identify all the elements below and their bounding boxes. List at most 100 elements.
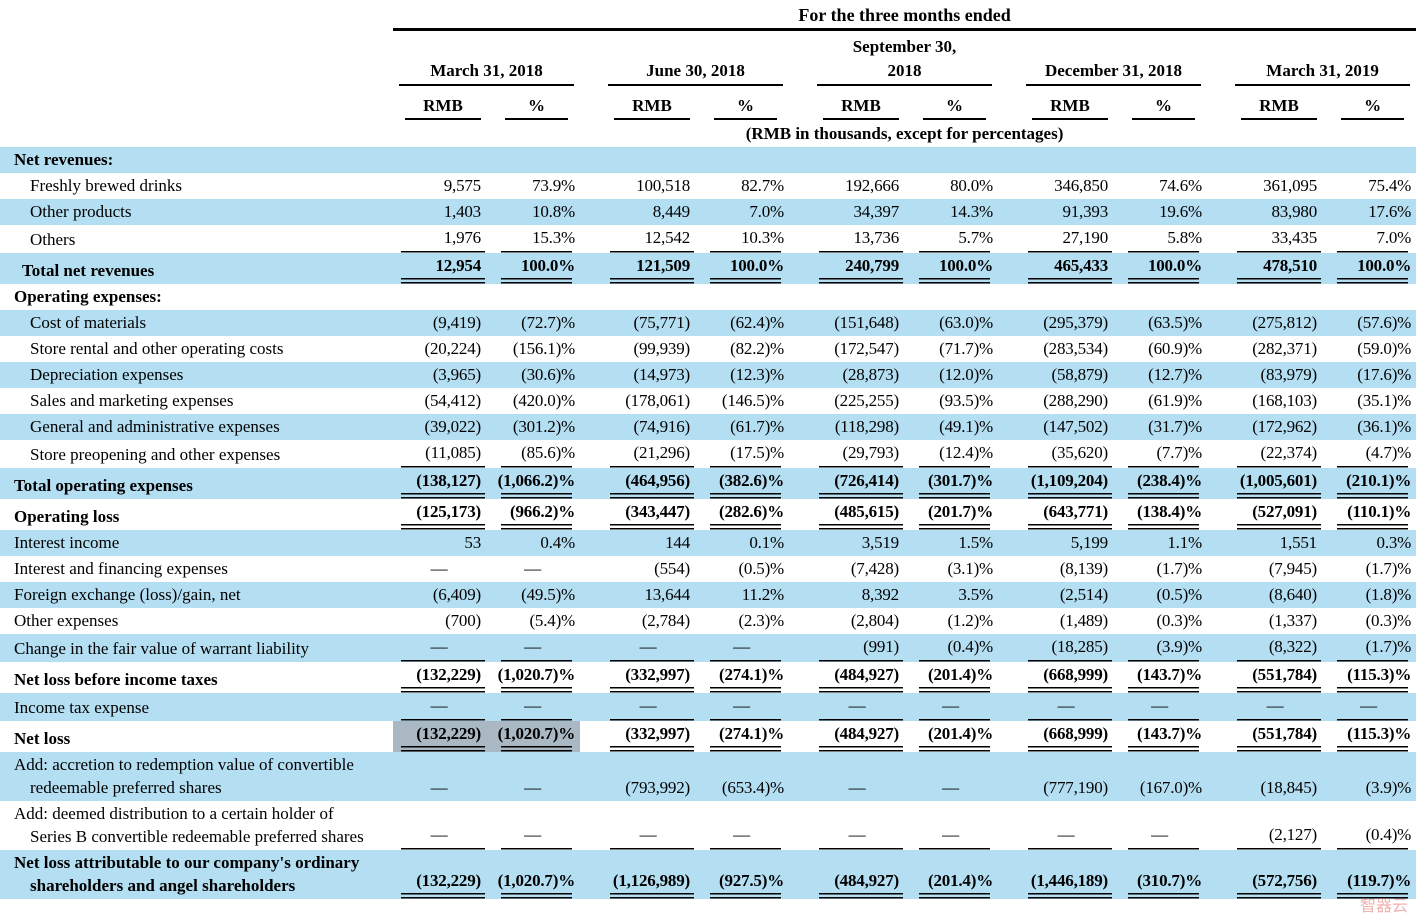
column-gap [580,752,602,801]
value-cell: 10.3% [702,225,789,253]
column-gap [1207,752,1229,801]
rmb-header: RMB [1229,86,1329,121]
column-gap [580,284,602,310]
column-gap [580,530,602,556]
value-cell: (138.4)% [1120,499,1207,530]
value-cell: (5.4)% [529,611,575,630]
value-cell: (1.2)% [947,611,993,630]
value-cell: (282,371) [1252,339,1317,358]
row-label: General and administrative expenses [30,417,280,436]
row-label: Foreign exchange (loss)/gain, net [14,585,241,604]
row-label: Net revenues: [14,150,114,169]
column-gap [1207,499,1229,530]
rmb-header: RMB [1020,86,1120,121]
row-label: Income tax expense [14,698,149,717]
value-cell: (18,285) [1020,634,1120,662]
row-label: Other expenses [14,611,119,630]
value-cell: (20,224) [424,339,482,358]
value-cell: (75,771) [633,313,691,332]
table-row: Other expenses (700) (5.4)% (2,784) (2.3)% (2… [0,608,1416,634]
value-cell: (110.1)% [1329,499,1416,530]
value-cell: (0.4)% [1329,801,1416,850]
value-cell [702,147,789,173]
value-cell: (12.0)% [939,365,993,384]
row-label: Net loss before income taxes [14,670,218,689]
value-cell: (668,999) [1020,721,1120,752]
column-gap [789,556,811,582]
value-cell: (29,793) [811,440,911,468]
column-gap [1207,284,1229,310]
value-cell: 0.4% [540,533,575,552]
value-cell: (991) [811,634,911,662]
pct-header: % [1329,86,1416,121]
value-cell: (12.4)% [911,440,998,468]
value-cell: (72.7)% [521,313,575,332]
table-row: Add: accretion to redemption value of co… [0,752,1416,801]
value-cell: (36.1)% [1357,417,1412,436]
table-row: Foreign exchange (loss)/gain, net (6,409)… [0,582,1416,608]
row-label: Store preopening and other expenses [30,445,281,464]
value-cell: (927.5)% [702,850,789,899]
column-gap [789,30,811,87]
table-row: Operating expenses: [0,284,1416,310]
row-label: Interest and financing expenses [14,559,228,578]
value-cell: 83,980 [1271,202,1317,221]
value-cell: 1,403 [443,202,481,221]
pct-header: % [702,86,789,121]
subtitle-row: (RMB in thousands, except for percentage… [0,121,1416,147]
value-cell: 7.0% [749,202,784,221]
column-gap [789,86,811,121]
value-cell [393,284,493,310]
column-gap [789,582,811,608]
value-cell: (554) [654,559,690,578]
value-cell: (3,965) [432,365,481,384]
value-cell [602,284,702,310]
row-label: Total net revenues [22,261,155,280]
value-cell: (726,414) [811,468,911,499]
value-cell: — [702,634,789,662]
value-cell: (167.0)% [1139,778,1202,797]
value-cell: (382.6)% [702,468,789,499]
value-cell: (464,956) [602,468,702,499]
value-cell: (31.7)% [1148,417,1202,436]
value-cell: — [1329,693,1416,721]
value-cell: 1,976 [393,225,493,253]
value-cell: 5.8% [1120,225,1207,253]
corner-cell [0,86,393,121]
value-cell: (62.4)% [730,313,784,332]
value-cell: (551,784) [1229,721,1329,752]
title-row: For the three months ended [0,0,1416,31]
column-gap [580,199,602,225]
column-gap [580,582,602,608]
value-cell: (115.3)% [1329,662,1416,693]
table-row: Change in the fair value of warrant liab… [0,634,1416,662]
value-cell: 240,799 [811,253,911,284]
value-cell: (172,962) [1252,417,1317,436]
value-cell: (132,229) [393,721,493,752]
value-cell: (332,997) [602,662,702,693]
value-cell: (61.7)% [730,417,784,436]
column-gap [580,468,602,499]
value-cell: — [393,634,493,662]
value-cell: (0.5)% [738,559,784,578]
table-row: Income tax expense — — — — — — — — — — [0,693,1416,721]
financial-table: For the three months ended March 31, 201… [0,0,1416,899]
value-cell [811,147,911,173]
column-gap [1207,30,1229,87]
value-cell: 13,644 [644,585,690,604]
column-gap [580,440,602,468]
value-cell: 82.7% [741,176,784,195]
column-gap [580,721,602,752]
column-gap [998,499,1020,530]
corner-cell [0,121,393,147]
value-cell: (14,973) [633,365,691,384]
value-cell: 5.7% [911,225,998,253]
table-row: Add: deemed distribution to a certain ho… [0,801,1416,850]
value-cell: (310.7)% [1120,850,1207,899]
rmb-header: RMB [602,86,702,121]
table-row: Cost of materials (9,419) (72.7)% (75,771) (… [0,310,1416,336]
value-cell: — [524,559,541,578]
value-cell: (151,648) [834,313,899,332]
value-cell: (301.7)% [911,468,998,499]
value-cell: (793,992) [625,778,690,797]
